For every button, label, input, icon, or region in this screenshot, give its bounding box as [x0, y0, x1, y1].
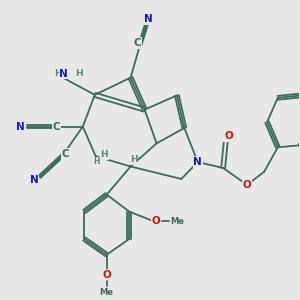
Text: C: C: [62, 149, 70, 159]
Text: O: O: [224, 131, 233, 141]
Text: N: N: [143, 14, 152, 24]
Text: C: C: [133, 38, 141, 48]
Text: N: N: [30, 176, 38, 185]
Text: N: N: [194, 157, 202, 167]
Text: O: O: [152, 216, 160, 226]
Text: Me: Me: [170, 217, 184, 226]
Text: N: N: [59, 68, 68, 79]
Text: C: C: [53, 122, 60, 131]
Text: O: O: [243, 180, 251, 190]
Text: H: H: [75, 69, 83, 78]
Text: H: H: [54, 69, 62, 78]
Text: H: H: [130, 155, 137, 164]
Text: O: O: [102, 270, 111, 280]
Text: H: H: [93, 157, 100, 166]
Text: H: H: [100, 150, 108, 159]
Text: Me: Me: [100, 289, 114, 298]
Text: N: N: [16, 122, 25, 131]
